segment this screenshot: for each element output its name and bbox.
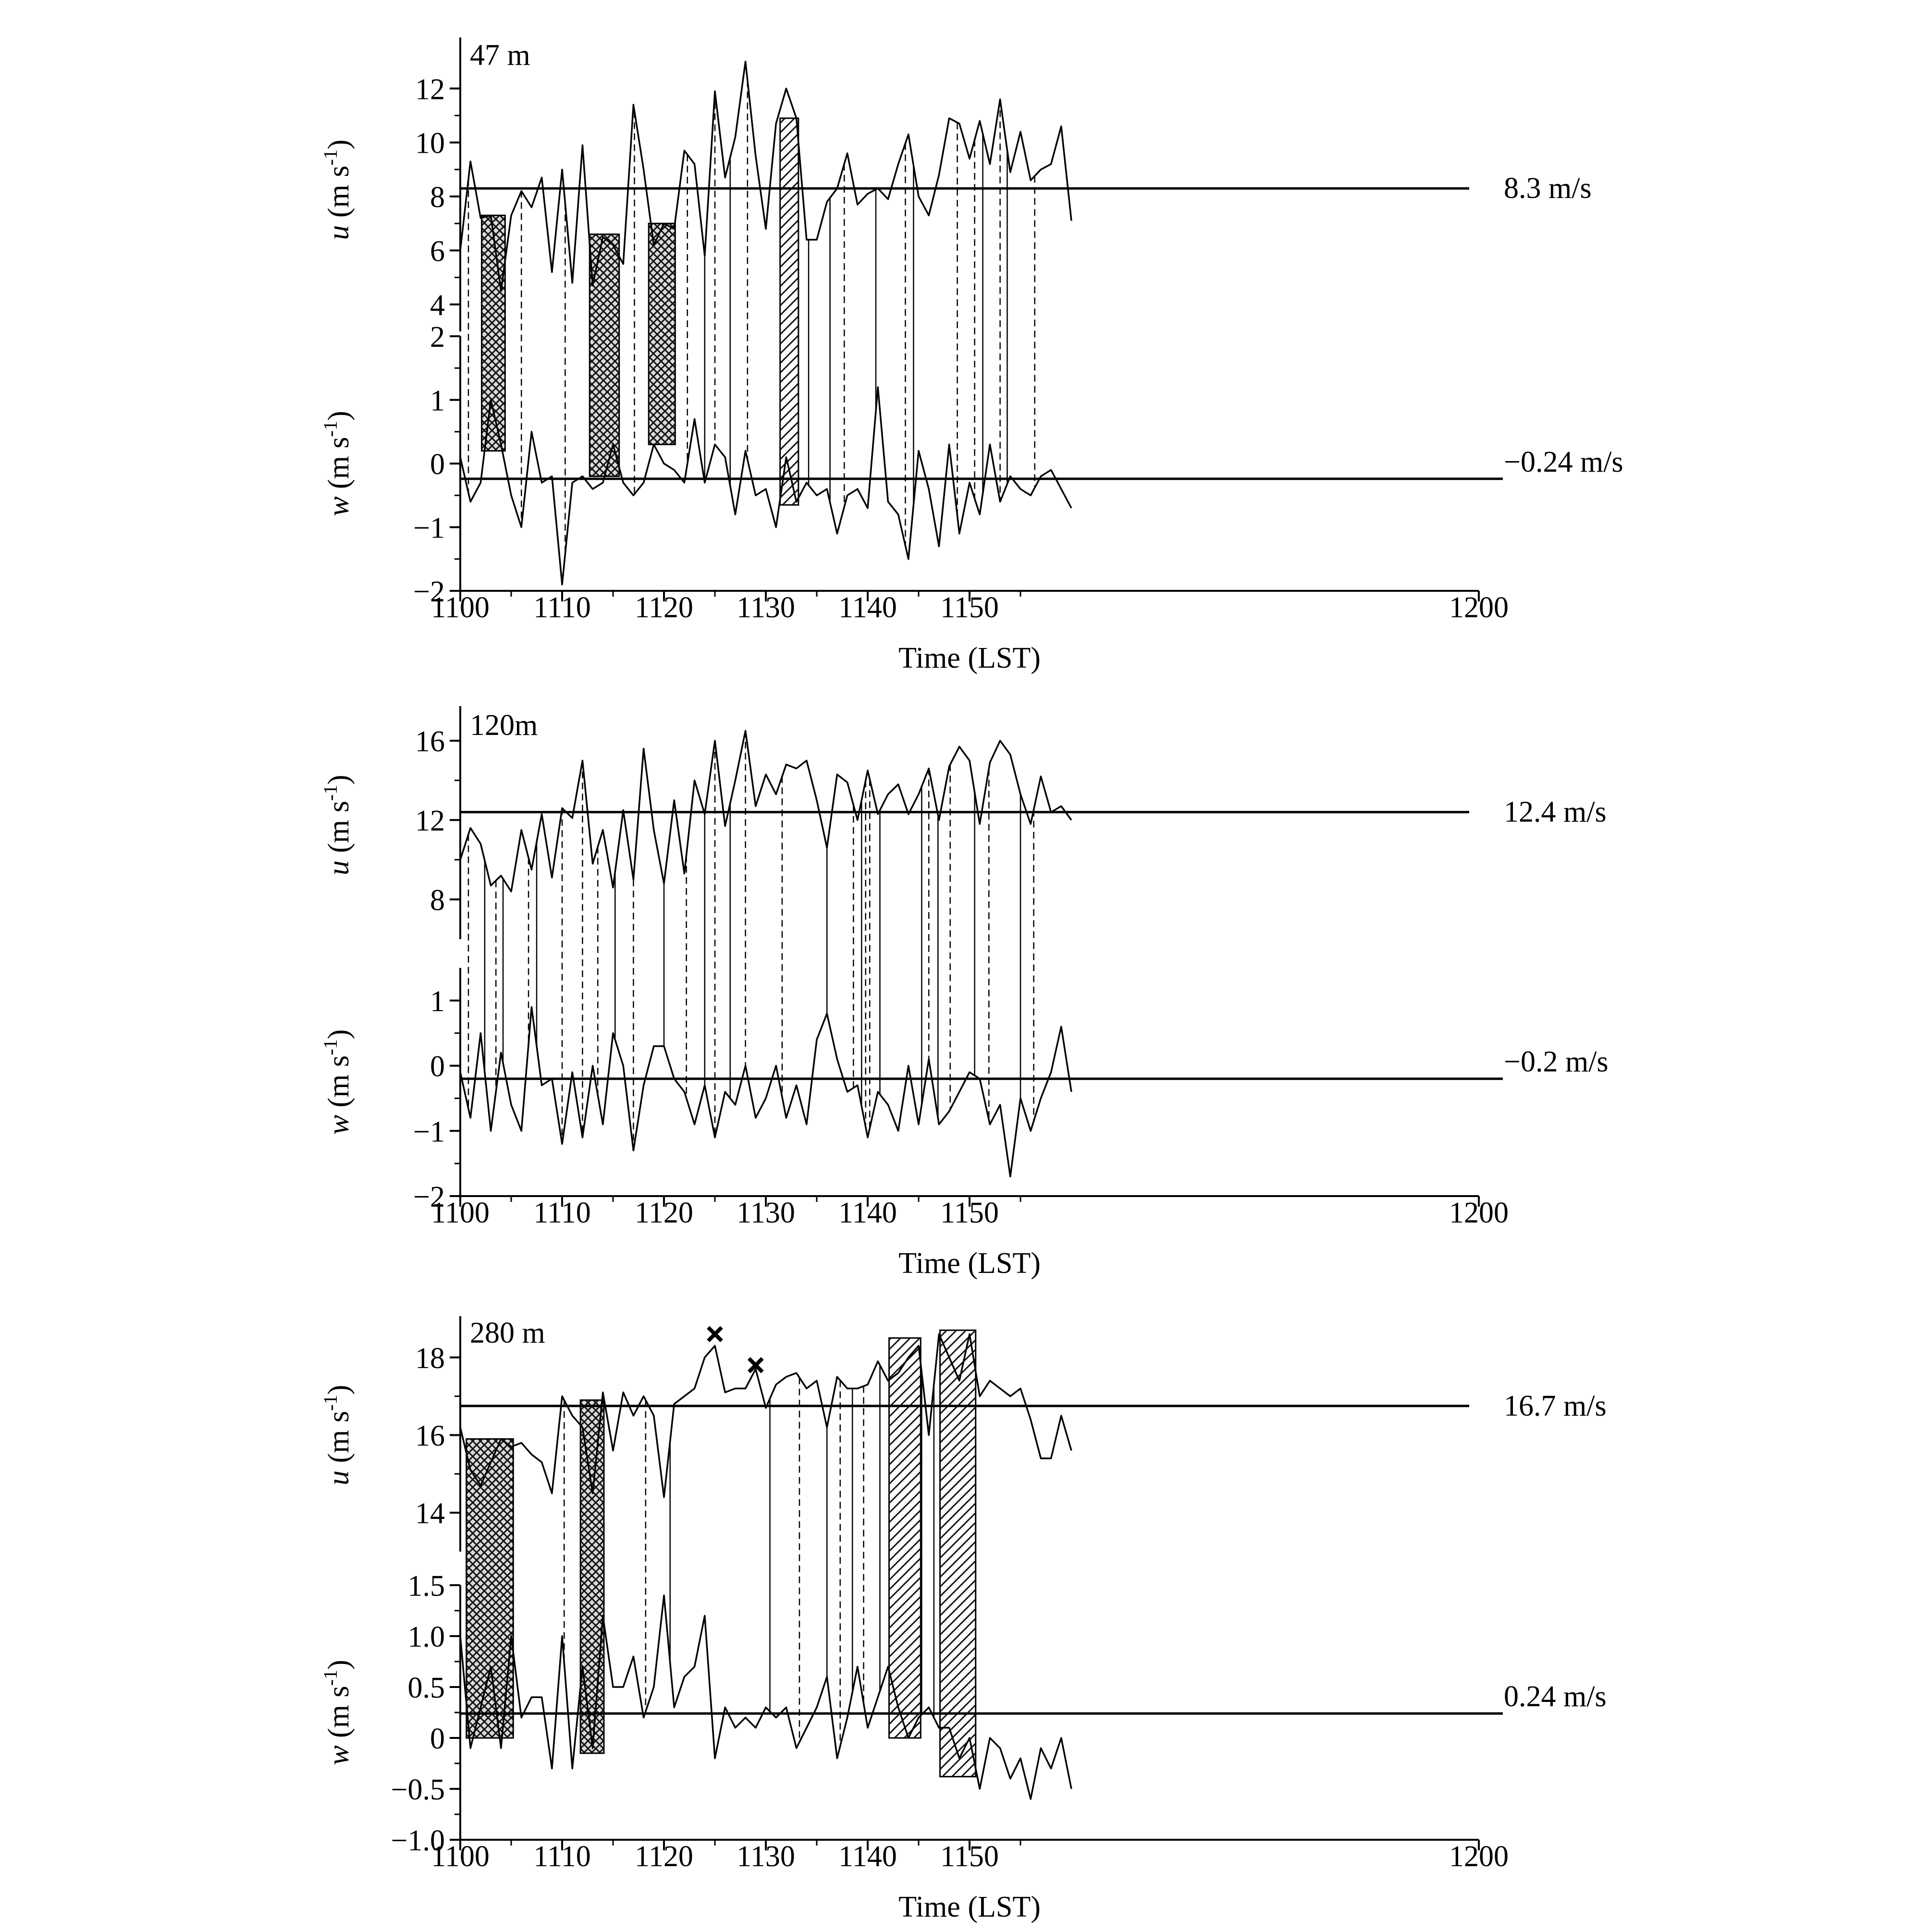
x-tick-label: 1200 [1449, 1840, 1509, 1873]
u-tick-label: 12 [415, 805, 445, 837]
w-mean-label: 0.24 m/s [1504, 1680, 1607, 1713]
w-tick-label: 1.5 [408, 1570, 445, 1602]
w-axis-title: w (m s-1) [319, 411, 355, 516]
x-tick-label: 1120 [635, 1840, 693, 1873]
x-tick-label: 1100 [431, 591, 490, 624]
panel-label: 280 m [470, 1317, 545, 1349]
panel-label: 47 m [470, 39, 530, 72]
u-mean-label: 16.7 m/s [1504, 1390, 1607, 1422]
x-tick-label: 1120 [635, 1197, 693, 1229]
x-marker-2 [747, 1357, 764, 1373]
w-tick-label: −1 [413, 1115, 445, 1148]
hatched-box-4 [939, 1329, 977, 1778]
u-tick-label: 10 [415, 127, 445, 160]
hatched-box-1 [481, 214, 506, 452]
x-tick-label: 1110 [533, 1840, 590, 1873]
panel-label: 120m [470, 709, 538, 742]
w-mean-label: −0.2 m/s [1504, 1046, 1609, 1078]
u-mean-label: 8.3 m/s [1504, 172, 1592, 205]
w-tick-label: 1 [430, 985, 445, 1018]
hatched-box-1 [466, 1438, 514, 1739]
x-marker-1 [707, 1326, 723, 1343]
x-tick-label: 1110 [533, 1197, 590, 1229]
u-tick-label: 16 [415, 725, 445, 758]
w-tick-label: 1.0 [408, 1621, 445, 1653]
w-mean-label: −0.24 m/s [1504, 446, 1623, 478]
x-axis-title: Time (LST) [898, 1247, 1041, 1280]
u-tick-label: 16 [415, 1420, 445, 1453]
x-tick-label: 1200 [1449, 591, 1509, 624]
u-tick-label: 6 [430, 235, 445, 268]
x-tick-label: 1130 [737, 591, 795, 624]
w-tick-label: −0.5 [391, 1773, 445, 1806]
x-axis-title: Time (LST) [898, 642, 1041, 674]
hatched-box-2 [589, 233, 620, 477]
u-tick-label: 14 [415, 1497, 445, 1530]
x-tick-label: 1140 [838, 1840, 897, 1873]
w-series-line [459, 1006, 1072, 1178]
u-axis-title: u (m s-1) [319, 139, 355, 240]
w-axis-title: w (m s-1) [319, 1660, 355, 1765]
panel-3: 16.7 m/s 0.24 m/s 14 16 18 −1.0 −0.5 0 0.5 1.0 1.5… [319, 1316, 1607, 1923]
u-series-line [459, 1333, 1072, 1498]
u-axis-title: u (m s-1) [319, 775, 355, 875]
u-mean-label: 12.4 m/s [1504, 796, 1607, 829]
w-series-line [459, 1594, 1072, 1800]
u-tick-label: 18 [415, 1342, 445, 1375]
w-axis-title: w (m s-1) [319, 1029, 355, 1135]
w-tick-label: 2 [430, 321, 445, 354]
w-tick-label: −2 [413, 1181, 445, 1213]
hatched-box-3 [888, 1337, 921, 1739]
u-series-line [459, 61, 1072, 292]
x-tick-label: 1200 [1449, 1197, 1509, 1229]
x-tick-label: 1140 [838, 1197, 897, 1229]
w-tick-label: 0 [430, 1051, 445, 1083]
w-tick-label: −2 [413, 575, 445, 608]
hatched-box-3 [648, 222, 676, 445]
w-tick-label: 0.5 [408, 1672, 445, 1704]
hatched-box-4 [779, 117, 799, 506]
x-tick-label: 1120 [635, 591, 693, 624]
u-tick-label: 8 [430, 181, 445, 214]
w-tick-label: −1 [413, 512, 445, 545]
w-series-line [459, 386, 1072, 586]
u-tick-label: 4 [430, 289, 445, 322]
x-tick-label: 1150 [940, 1840, 999, 1873]
x-tick-label: 1150 [940, 591, 999, 624]
x-tick-label: 1130 [737, 1840, 795, 1873]
u-axis-title: u (m s-1) [319, 1385, 355, 1485]
x-tick-label: 1110 [533, 591, 590, 624]
u-tick-label: 12 [415, 73, 445, 106]
x-axis-title: Time (LST) [898, 1891, 1041, 1923]
w-tick-label: 0 [430, 448, 445, 481]
x-tick-label: 1150 [940, 1197, 999, 1229]
w-tick-label: 1 [430, 385, 445, 417]
u-tick-label: 8 [430, 884, 445, 917]
x-tick-label: 1140 [838, 591, 897, 624]
panel-2: 12.4 m/s −0.2 m/s 8 12 16 −2 −1 0 1 u (m s-1) w (m… [319, 706, 1609, 1280]
x-tick-label: 1130 [737, 1197, 795, 1229]
u-series-line [459, 730, 1072, 893]
w-tick-label: −1.0 [391, 1824, 445, 1857]
w-tick-label: 0 [430, 1723, 445, 1755]
hatched-box-2 [579, 1399, 605, 1754]
x-tick-label: 1100 [431, 1840, 490, 1873]
x-tick-label: 1100 [431, 1197, 490, 1229]
